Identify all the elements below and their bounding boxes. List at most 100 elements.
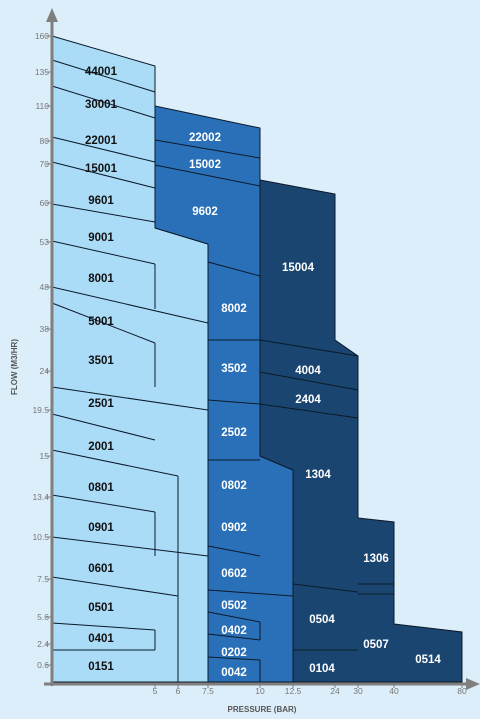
nozzle-label-3501: 3501 (88, 355, 114, 367)
nozzle-label-0502: 0502 (221, 600, 247, 612)
nozzle-label-1306: 1306 (363, 553, 389, 565)
band-divider-13 (51, 413, 156, 441)
band-divider-7 (51, 240, 156, 265)
band-divider-19 (51, 576, 179, 597)
nozzle-label-9601: 9601 (88, 195, 114, 207)
x-tick-label: 6 (176, 686, 181, 696)
y-tick-label: 0.6 (37, 660, 49, 670)
y-tick-label: 135 (35, 67, 49, 77)
band-lines-group (51, 59, 394, 682)
nozzle-label-4004: 4004 (295, 365, 321, 377)
nozzle-label-0507: 0507 (363, 639, 389, 651)
nozzle-label-0514: 0514 (415, 654, 441, 666)
nozzle-label-0902: 0902 (221, 522, 247, 534)
band-divider-32 (207, 633, 261, 641)
nozzle-label-0104: 0104 (309, 663, 335, 675)
y-tick-label: 48 (40, 282, 50, 292)
band-divider-29 (207, 589, 294, 597)
nozzle-label-5001: 5001 (88, 316, 114, 328)
band-divider-14 (51, 449, 179, 477)
nozzle-label-3502: 3502 (221, 363, 247, 375)
nozzle-label-0601: 0601 (88, 563, 114, 575)
x-tick-label: 10 (255, 686, 265, 696)
nozzle-label-2404: 2404 (295, 394, 321, 406)
band-divider-2 (51, 136, 156, 163)
dark-series-group (259, 179, 463, 683)
y-tick-label: 80 (40, 136, 50, 146)
y-tick-label: 19.5 (32, 405, 49, 415)
x-tick-label: 24 (330, 686, 340, 696)
band-divider-5 (154, 139, 261, 159)
nozzle-label-8001: 8001 (88, 273, 114, 285)
nozzle-label-9001: 9001 (88, 232, 114, 244)
nozzle-label-0202: 0202 (221, 647, 247, 659)
nozzle-label-15001: 15001 (85, 163, 118, 175)
y-axis-arrow-icon (46, 8, 58, 22)
nozzle-label-0901: 0901 (88, 522, 114, 534)
series-labels-group: 44001 30001 22001 15001 9601 9001 8001 5001 3501… (85, 66, 441, 679)
x-tick-label: 7.5 (202, 686, 214, 696)
y-tick-label: 60 (40, 198, 50, 208)
nozzle-label-0042: 0042 (221, 667, 247, 679)
x-axis-arrow-icon (466, 678, 480, 690)
nozzle-label-0401: 0401 (88, 633, 114, 645)
nozzle-label-30001: 30001 (85, 99, 118, 111)
y-tick-label: 15 (40, 451, 50, 461)
x-axis-title: PRESSURE (BAR) (228, 705, 297, 714)
band-divider-28 (207, 545, 261, 557)
band-divider-4 (51, 203, 156, 223)
y-tick-label: 53 (40, 237, 50, 247)
y-tick-label: 7.5 (37, 574, 49, 584)
x-tick-labels: 5 6 7.5 10 12.5 24 30 40 80 (153, 684, 467, 696)
band-divider-37 (259, 403, 359, 419)
band-divider-30 (207, 611, 261, 623)
y-tick-label: 24 (40, 366, 50, 376)
band-divider-26 (207, 399, 261, 405)
nozzle-label-2001: 2001 (88, 441, 114, 453)
y-tick-label: 2.4 (37, 639, 49, 649)
y-tick-label: 160 (35, 31, 49, 41)
nozzle-label-0504: 0504 (309, 614, 335, 626)
y-tick-label: 13.4 (32, 492, 49, 502)
band-divider-10 (51, 302, 156, 344)
nozzle-label-0801: 0801 (88, 482, 114, 494)
nozzle-label-9602: 9602 (192, 206, 218, 218)
nozzle-label-15002: 15002 (189, 159, 221, 171)
nozzle-label-2502: 2502 (221, 427, 247, 439)
band-divider-38 (292, 583, 359, 593)
nozzle-label-22001: 22001 (85, 135, 118, 147)
band-divider-6 (154, 164, 261, 187)
nozzle-label-1304: 1304 (305, 469, 331, 481)
band-divider-18 (51, 536, 209, 557)
band-divider-20 (51, 622, 156, 631)
band-divider-0 (51, 59, 156, 93)
y-tick-label: 110 (35, 101, 49, 111)
nozzle-label-15004: 15004 (282, 262, 315, 274)
x-tick-label: 80 (457, 686, 467, 696)
x-tick-label: 40 (389, 686, 399, 696)
y-axis-title: FLOW (M3/HR) (10, 339, 19, 395)
dark-region (259, 179, 463, 683)
y-tick-label: 5.6 (37, 612, 49, 622)
y-tick-label: 38 (40, 324, 50, 334)
band-divider-12 (51, 386, 209, 411)
band-divider-16 (51, 494, 156, 513)
nozzle-label-2501: 2501 (88, 398, 114, 410)
y-tick-label: 10.5 (32, 532, 49, 542)
nozzle-label-22002: 22002 (189, 132, 221, 144)
x-tick-label: 5 (153, 686, 158, 696)
y-tick-label: 70 (40, 159, 50, 169)
nozzle-label-0602: 0602 (221, 568, 247, 580)
nozzle-label-44001: 44001 (85, 66, 118, 78)
band-divider-3 (51, 161, 156, 189)
band-divider-35 (259, 339, 359, 357)
band-divider-9 (51, 286, 209, 324)
nozzle-label-0501: 0501 (88, 602, 114, 614)
y-tick-labels: 160 135 110 80 70 60 53 48 38 24 19.5 15 13.4 10.5 7.5… (32, 31, 52, 670)
band-divider-33 (207, 656, 261, 661)
band-divider-1 (51, 85, 156, 119)
axes-group (44, 8, 480, 690)
band-divider-23 (207, 261, 261, 277)
